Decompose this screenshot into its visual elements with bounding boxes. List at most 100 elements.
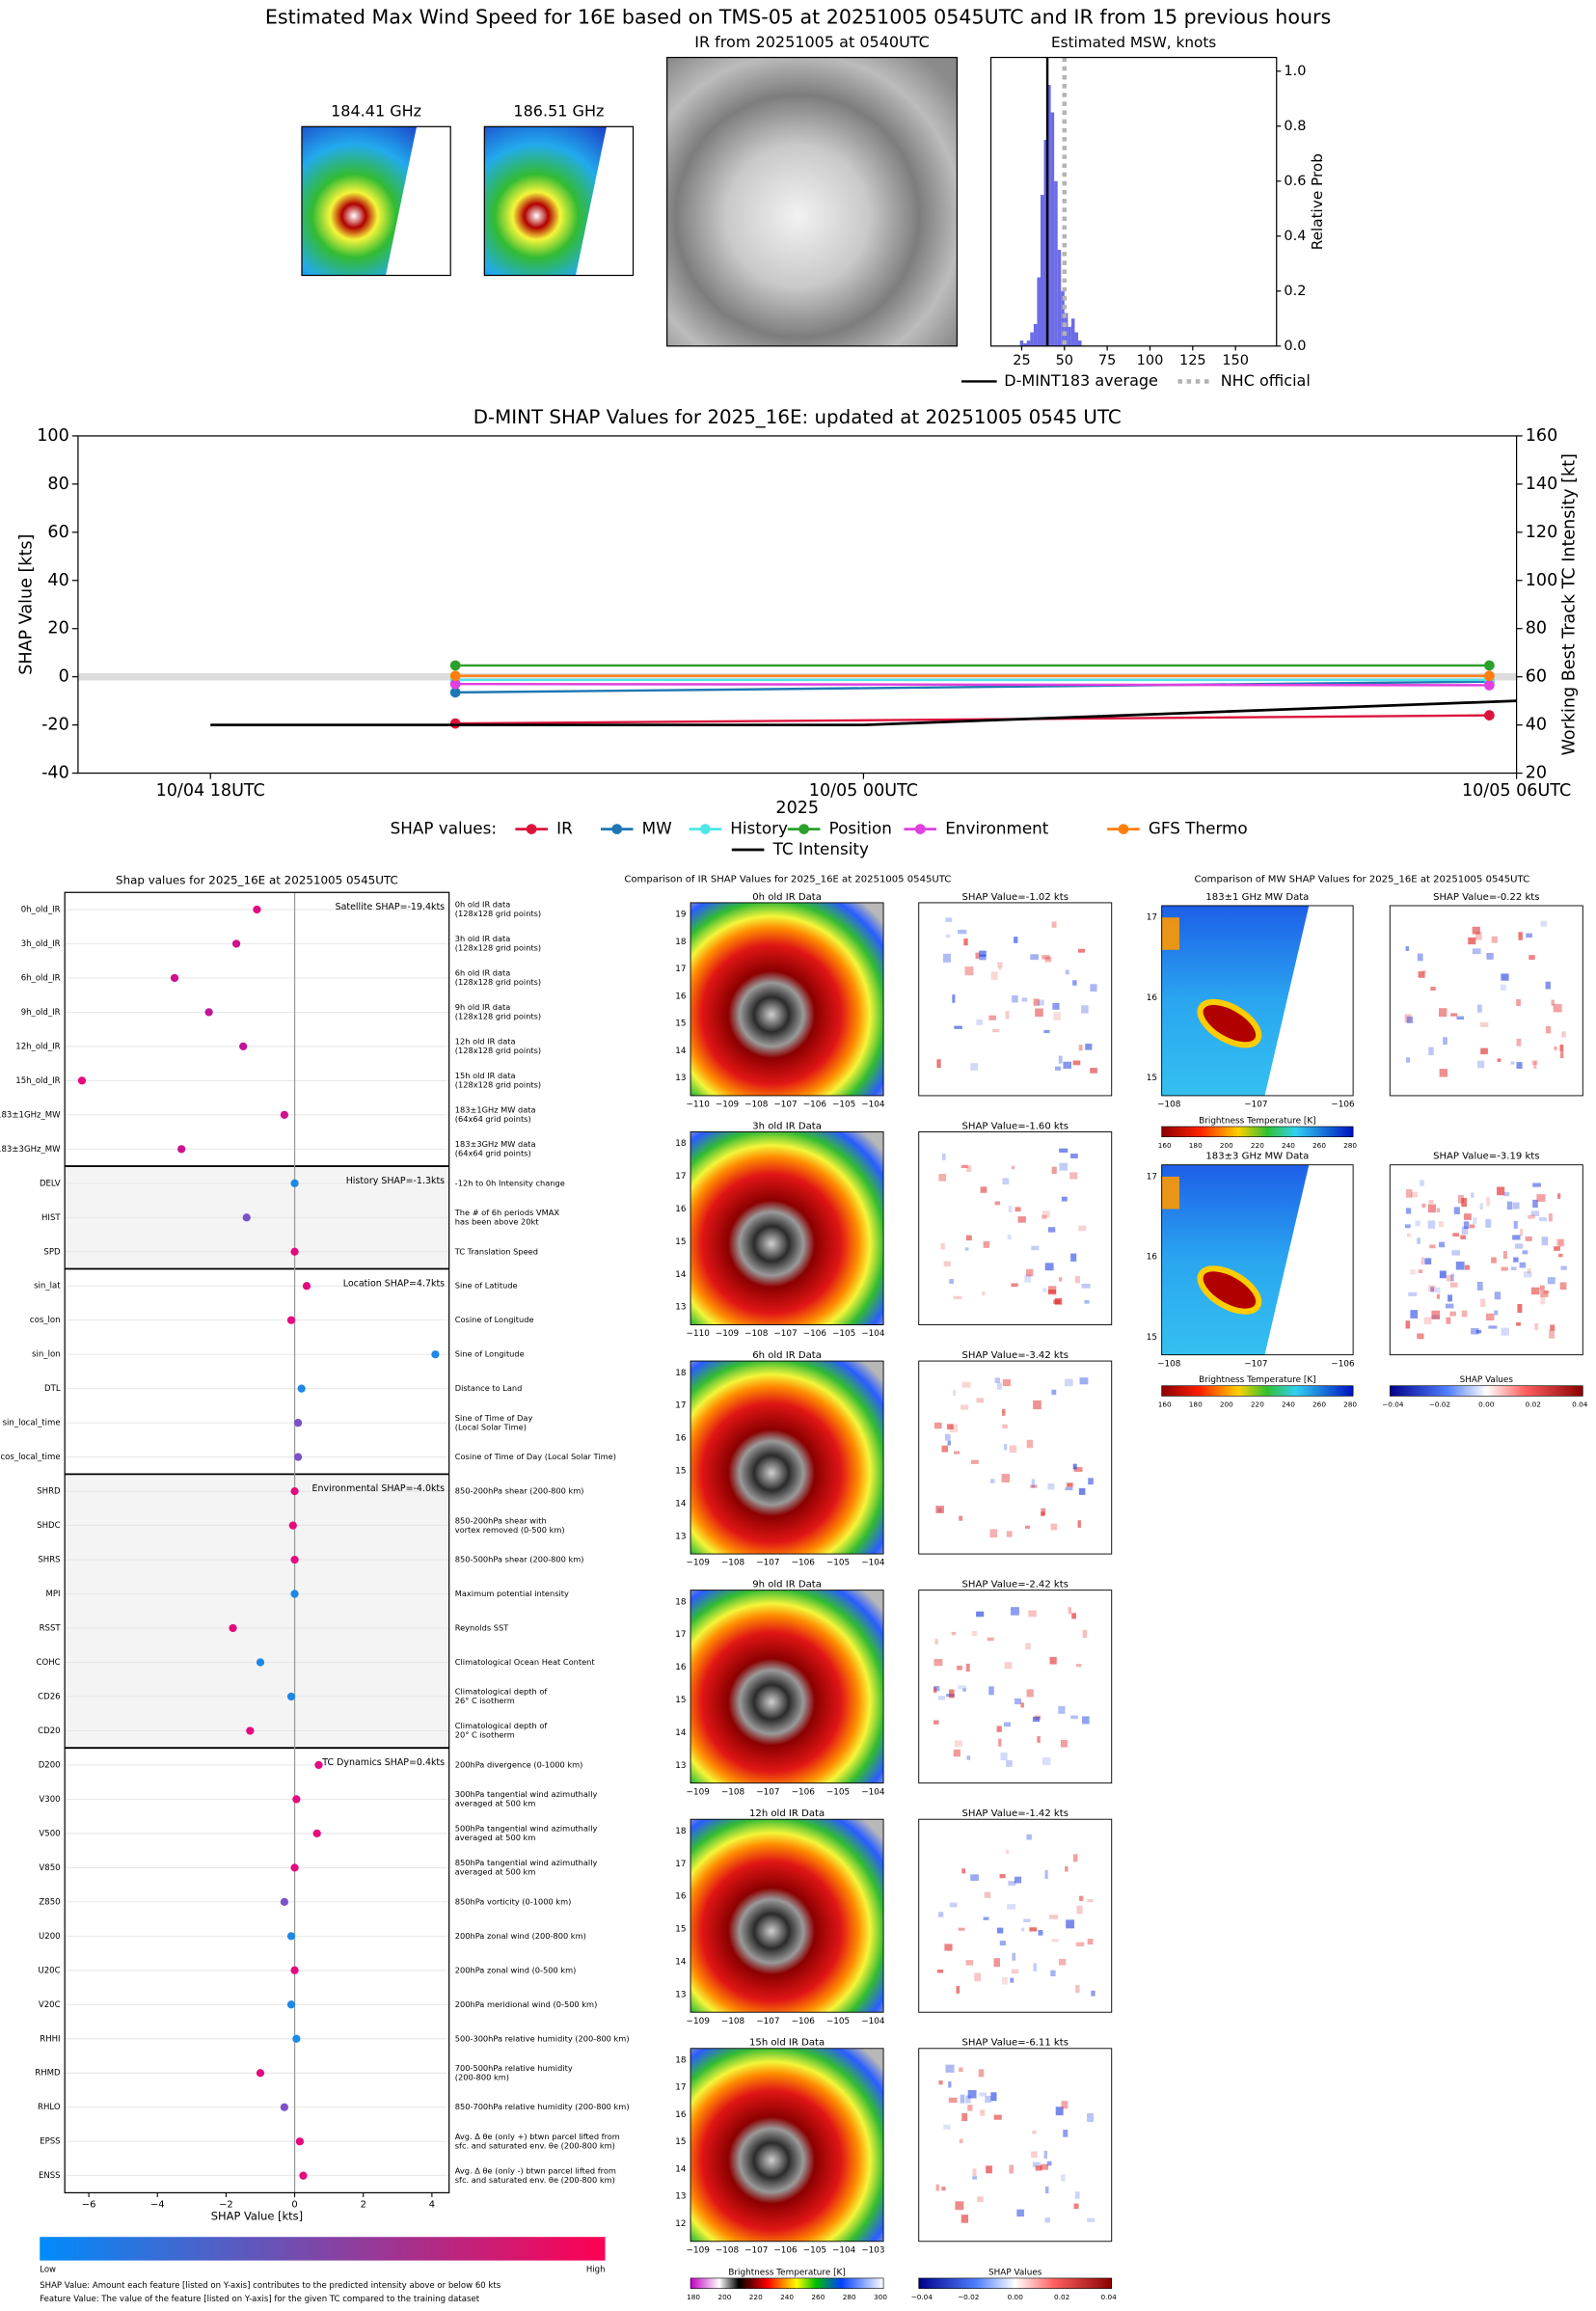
feature-name: CD20 xyxy=(38,1726,60,1736)
shap-speckle xyxy=(992,1028,1000,1033)
shap-speckle xyxy=(1503,1191,1510,1197)
y-tick-label: 13 xyxy=(675,2192,686,2202)
shap-speckle xyxy=(1480,1021,1489,1027)
shap-speckle xyxy=(933,1687,937,1694)
shap-speckle xyxy=(1025,1643,1031,1650)
shap-speckle xyxy=(936,1970,944,1973)
shap-speckle xyxy=(1011,1165,1015,1170)
x-tick-label: 25 xyxy=(1013,353,1030,368)
shap-speckle xyxy=(979,954,987,961)
shap-speckle xyxy=(1046,2161,1052,2166)
shap-speckle xyxy=(933,1685,940,1692)
shap-dot xyxy=(239,1042,248,1051)
shap-speckle xyxy=(955,2201,964,2211)
y-axis-label: Relative Prob xyxy=(1309,153,1326,250)
shap-image xyxy=(918,1131,1112,1325)
colorbar-tick: 180 xyxy=(1189,1141,1203,1150)
colorbar-tick: 280 xyxy=(1343,1141,1357,1150)
shap-speckle xyxy=(980,1186,987,1193)
colorbar-tick: 240 xyxy=(1282,1141,1295,1150)
shap-speckle xyxy=(1559,1282,1567,1291)
x-tick-label: −109 xyxy=(716,1329,739,1339)
shap-speckle xyxy=(1004,1662,1013,1670)
feature-description: Avg. Δ θe (only -) btwn parcel lifted fr… xyxy=(455,2165,616,2175)
shap-speckle xyxy=(1457,1194,1464,1204)
shap-speckle xyxy=(1026,1689,1034,1698)
panel-frame xyxy=(918,1818,1113,2013)
shap-speckle xyxy=(1533,1061,1537,1070)
colorbar-tick: −0.04 xyxy=(911,2293,933,2301)
shap-speckle xyxy=(1006,1531,1013,1537)
shap-speckle xyxy=(971,1630,978,1636)
shap-speckle xyxy=(998,1738,1002,1747)
shap-speckle xyxy=(1038,1930,1043,1936)
feature-name: 183±3GHz_MW xyxy=(0,1145,61,1155)
shap-speckle xyxy=(1047,1290,1057,1294)
shap-speckle xyxy=(1480,1047,1488,1054)
y2-tick-label: 40 xyxy=(1526,716,1547,735)
shap-speckle xyxy=(1421,1203,1426,1208)
feature-description: 200hPa meridional wind (0-500 km) xyxy=(455,1999,598,2009)
x-tick-label: −104 xyxy=(861,1101,885,1110)
y-tick-label: 13 xyxy=(675,1532,686,1541)
shap-speckle xyxy=(1084,1300,1090,1304)
feature-description: 12h old IR data xyxy=(455,1037,516,1047)
shap-speckle xyxy=(1420,1257,1424,1265)
shap-speckle xyxy=(1506,1201,1513,1210)
shap-speckle xyxy=(1014,1207,1021,1212)
shap-speckle xyxy=(1435,1287,1441,1293)
chart-title: Estimated MSW, knots xyxy=(1051,34,1216,51)
y-tick-label: 12 xyxy=(675,2219,686,2229)
feature-description: 26° C isotherm xyxy=(455,1696,515,1705)
shap-speckle xyxy=(1023,1918,1031,1923)
feature-colorbar xyxy=(40,2237,606,2261)
shap-speckle xyxy=(1405,1208,1412,1214)
y-tick-label: 14 xyxy=(675,1270,687,1280)
ir-image xyxy=(690,2048,884,2242)
shap-speckle xyxy=(1002,1977,1008,1985)
y2-tick-label: 120 xyxy=(1526,523,1558,542)
colorbar xyxy=(1161,1385,1354,1397)
shap-speckle xyxy=(1029,1927,1038,1932)
shap-dot xyxy=(204,1008,213,1017)
shap-speckle xyxy=(1411,1191,1419,1198)
shap-speckle xyxy=(1009,2164,1014,2174)
shap-speckle xyxy=(1561,1031,1566,1038)
shap-dot xyxy=(170,973,179,983)
shap-dot xyxy=(286,1932,296,1941)
feature-description: 200hPa zonal wind (0-500 km) xyxy=(455,1965,577,1974)
histogram-bar xyxy=(1057,250,1062,346)
feature-description: (128x128 grid points) xyxy=(455,1080,541,1090)
shap-speckle xyxy=(1517,1303,1523,1314)
feature-name: 9h_old_IR xyxy=(21,1008,61,1018)
shap-speckle xyxy=(1005,1849,1010,1855)
shap-speckle xyxy=(988,1015,996,1020)
shap-speckle xyxy=(1417,1237,1420,1244)
shap-speckle xyxy=(1032,2161,1041,2167)
y-tick-label: 18 xyxy=(675,1597,687,1607)
shap-speckle xyxy=(1073,1467,1083,1472)
panel-frame xyxy=(690,902,884,1097)
histogram-bar xyxy=(1026,340,1031,346)
shap-speckle xyxy=(1073,2203,1079,2210)
shap-speckle xyxy=(1041,1214,1047,1219)
shap-speckle xyxy=(1475,1329,1482,1334)
shap-speckle xyxy=(1554,1246,1560,1251)
shap-speckle xyxy=(1014,937,1018,943)
y-tick-label: 14 xyxy=(675,2164,687,2174)
shap-speckle xyxy=(978,2069,985,2078)
shap-speckle xyxy=(1446,1275,1453,1282)
colorbar-label: SHAP Values xyxy=(1460,1375,1514,1385)
shap-speckle xyxy=(1061,1196,1068,1202)
y-tick-label: 17 xyxy=(675,965,686,974)
panel-frame xyxy=(918,902,1113,1097)
panel-title: SHAP Value=-0.22 kts xyxy=(1433,892,1539,903)
shap-speckle xyxy=(983,1917,989,1920)
feature-description: 850-200hPa shear (200-800 km) xyxy=(455,1486,584,1496)
shap-speckle xyxy=(1055,1066,1062,1071)
mw-feature xyxy=(1197,998,1262,1048)
colorbar-tick: 240 xyxy=(780,2293,794,2301)
shap-dot xyxy=(312,1829,321,1838)
histogram-bar xyxy=(1033,323,1038,346)
colorbar-label: Brightness Temperature [K] xyxy=(1199,1116,1315,1126)
